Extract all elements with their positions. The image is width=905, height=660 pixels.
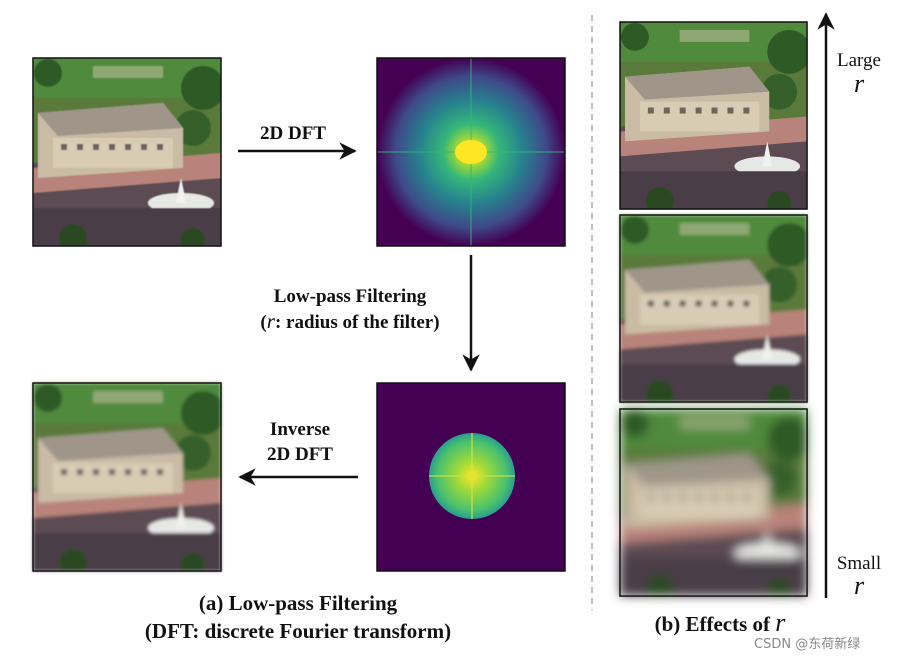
label: Inverse <box>270 419 330 440</box>
medium-r-image <box>619 214 811 408</box>
small-r-image <box>619 408 811 602</box>
filtered-image <box>32 382 225 577</box>
label-part: ( <box>260 312 266 333</box>
original-image <box>32 57 225 252</box>
large-r-image <box>619 21 811 215</box>
label: Large <box>837 50 881 71</box>
caption: (DFT: discrete Fourier transform) <box>145 619 451 643</box>
math-symbol: r <box>775 608 786 637</box>
watermark: CSDN @东荷新绿 <box>754 636 860 652</box>
label: 2D DFT <box>267 444 333 465</box>
label: (r: radius of the filter) <box>260 309 439 333</box>
caption: (b) Effects of r <box>655 608 787 637</box>
label: Low-pass Filtering <box>274 286 427 307</box>
caption: (a) Low-pass Filtering <box>199 591 398 615</box>
spectrum <box>376 57 566 247</box>
math-symbol: r <box>854 69 865 98</box>
label: 2D DFT <box>260 123 326 144</box>
label-part: : radius of the filter) <box>275 312 440 333</box>
caption-part: (b) Effects of <box>655 612 776 636</box>
math-symbol: r <box>854 571 865 600</box>
label: Small <box>837 553 881 574</box>
filtered-spectrum <box>376 382 566 572</box>
math-symbol: r <box>267 309 276 333</box>
